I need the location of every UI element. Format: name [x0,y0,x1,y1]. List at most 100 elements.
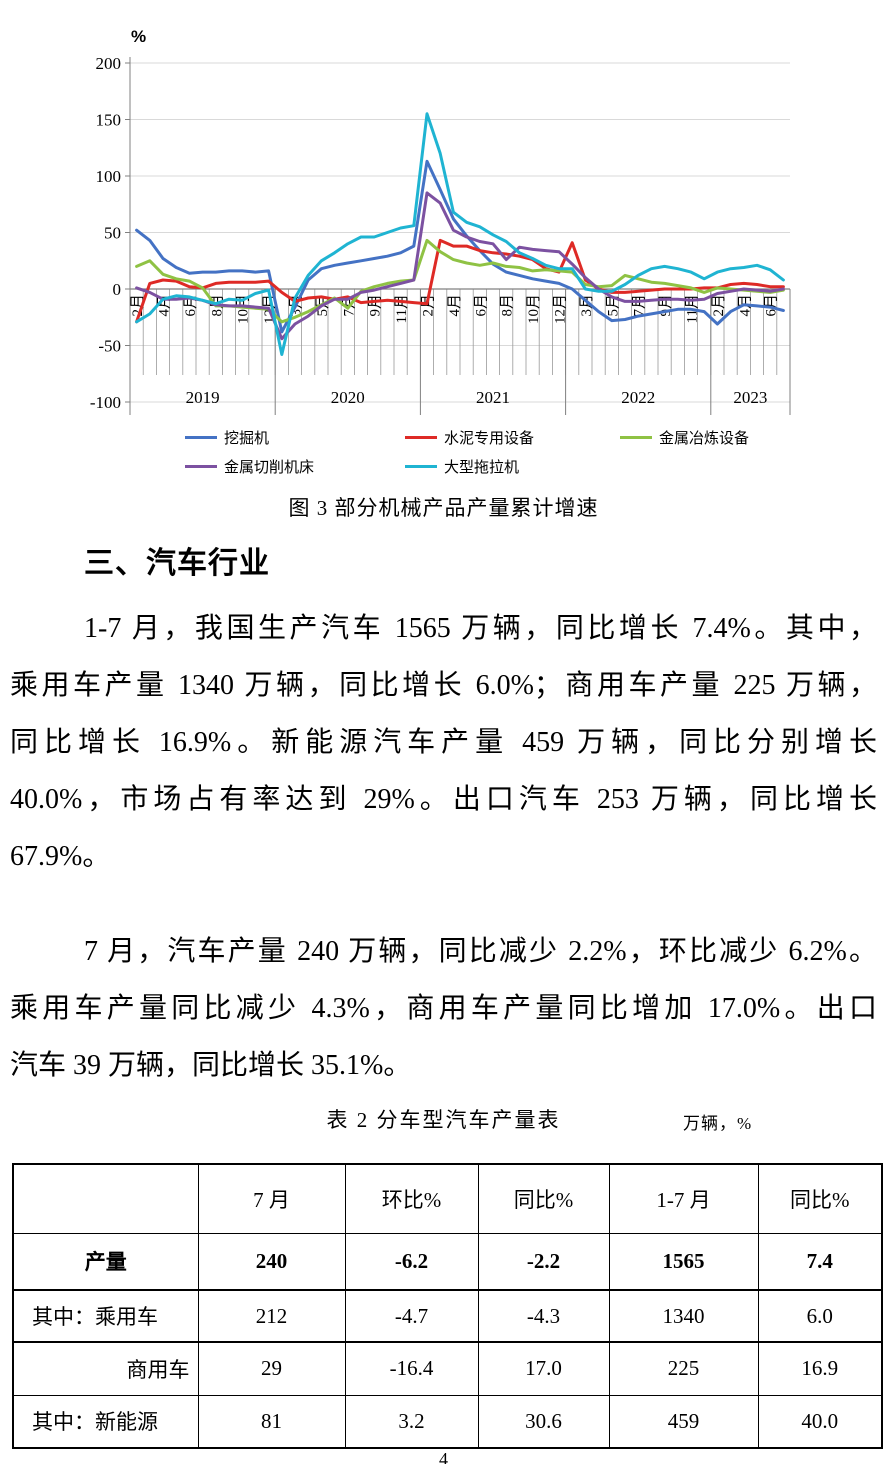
table-cell: 6.0 [757,1289,883,1343]
y-axis-tick-label: -50 [98,337,121,356]
legend-swatch [405,436,437,439]
x-axis-month-label: 7月 [632,294,648,317]
table-caption: 表 2 分车型汽车产量表 [326,1108,561,1132]
column-header: 同比% [477,1163,610,1234]
y-axis-tick-label: 150 [96,111,122,130]
x-axis-month-label: 12月 [553,294,569,324]
figure-chart: 2019 2020 2021 2022 2023 200 150 100 50 0 -50 -100 2… [0,0,887,488]
x-axis-month-label: 2月 [421,294,437,317]
x-axis-month-label: 10月 [526,294,542,324]
text-line: 同比增长 16.9%。新能源汽车产量 459 万辆，同比分别增长 [10,727,877,758]
x-axis-year-label: 2020 [331,388,365,407]
x-axis-month-label: 6月 [764,294,780,317]
paragraph: 7 月，汽车产量 240 万辆，同比减少 2.2%，环比减少 6.2%。乘用车产… [10,923,877,1094]
legend-item: 水泥专用设备 [405,427,534,448]
legend-label: 水泥专用设备 [444,431,535,447]
x-axis-year-label: 2023 [733,388,767,407]
line-chart: 2019 2020 2021 2022 2023 200 150 100 50 0 -50 -100 2… [90,54,791,415]
figure-caption: 图 3 部分机械产品产量累计增速 [288,496,599,520]
table-cell: 17.0 [477,1341,610,1396]
legend-label: 金属冶炼设备 [659,431,750,447]
legend-swatch [405,465,437,468]
x-axis-month-label: 11月 [394,294,410,323]
x-axis-year-label: 2022 [621,388,655,407]
series-挖掘机 [135,159,785,334]
legend-swatch [620,436,652,439]
table-row: 产量 240 -6.2 -2.2 1565 7.4 [12,1232,883,1291]
table-cell: -16.4 [344,1341,479,1396]
series-大型拖拉机 [135,112,785,356]
text-line: 7 月，汽车产量 240 万辆，同比减少 2.2%，环比减少 6.2%。 [84,936,877,967]
column-header: 1-7 月 [608,1163,759,1234]
legend-item: 大型拖拉机 [405,456,519,477]
x-axis-month-label: 9月 [368,294,384,317]
x-axis-month-label: 2月 [711,294,727,317]
y-axis-unit-label: % [131,27,147,46]
column-header: 7 月 [197,1163,346,1234]
table-cell: -4.3 [477,1289,610,1343]
table-unit-note: 万辆，% [683,1114,753,1133]
text-line: 乘用车产量同比减少 4.3%，商用车产量同比增加 17.0%。出口 [10,993,877,1024]
table-cell: 1340 [608,1289,759,1343]
table-cell: 240 [197,1232,346,1291]
y-axis-tick-label: 100 [96,167,122,186]
production-table: 7 月环比% 同比% 1-7 月同比% 产量 240 -6.2 -2.2 1565 7.4 其中：… [12,1163,883,1449]
table-title-row: 表 2 分车型汽车产量表 万辆，% [0,1104,887,1138]
table-cell: -6.2 [344,1232,479,1291]
table-cell: 40.0 [757,1394,883,1449]
y-axis-tick-label: -100 [90,393,121,412]
x-axis-month-label: 4月 [447,294,463,317]
table-row: 其中：乘用车 212 -4.7 -4.3 1340 6.0 [12,1289,883,1343]
row-label: 其中：乘用车 [12,1289,199,1343]
table-cell: 30.6 [477,1394,610,1449]
y-axis-tick-label: 200 [96,54,122,73]
text-line: 40.0%，市场占有率达到 29%。出口汽车 253 万辆，同比增长 [10,784,877,815]
table-row: 其中：新能源 81 3.2 30.6 459 40.0 [12,1394,883,1449]
series-金属切削机床 [135,191,785,341]
legend-swatch [185,465,217,468]
table-cell: 212 [197,1289,346,1343]
table-cell: 7.4 [757,1232,883,1291]
page-number: 4 [439,1449,448,1464]
table-cell: 1565 [608,1232,759,1291]
table-cell: 29 [197,1341,346,1396]
y-axis-tick-label: 0 [113,280,122,299]
column-header [12,1163,199,1234]
table-cell: 3.2 [344,1394,479,1449]
legend-item: 金属冶炼设备 [620,427,749,448]
section-heading: 三、汽车行业 [84,547,270,580]
column-header: 环比% [344,1163,479,1234]
paragraph: 1-7 月，我国生产汽车 1565 万辆，同比增长 7.4%。其中， 乘用车产量 … [10,600,877,885]
x-axis-month-label: 8月 [500,294,516,317]
x-axis-month-label: 6月 [473,294,489,317]
legend-item: 挖掘机 [185,427,269,448]
x-axis-year-label: 2019 [186,388,220,407]
row-label: 商用车 [12,1341,199,1396]
text-line: 67.9%。 [10,841,111,872]
column-header: 同比% [757,1163,883,1234]
legend-label: 金属切削机床 [224,460,315,476]
text-line: 乘用车产量 1340 万辆，同比增长 6.0%；商用车产量 225 万辆， [10,670,877,701]
legend-item: 金属切削机床 [185,456,314,477]
table-cell: -2.2 [477,1232,610,1291]
text-line: 1-7 月，我国生产汽车 1565 万辆，同比增长 7.4%。其中， [84,613,877,644]
table-header-row: 7 月环比% 同比% 1-7 月同比% [12,1163,883,1234]
body-paragraphs: 1-7 月，我国生产汽车 1565 万辆，同比增长 7.4%。其中， 乘用车产量 … [10,600,877,1132]
table-cell: -4.7 [344,1289,479,1343]
table-cell: 459 [608,1394,759,1449]
text-line: 汽车 39 万辆，同比增长 35.1%。 [10,1050,412,1081]
row-label: 产量 [12,1232,199,1291]
series-水泥专用设备 [135,238,785,324]
legend-label: 大型拖拉机 [444,460,520,476]
table-row: 商用车 29 -16.4 17.0 225 16.9 [12,1341,883,1396]
table-cell: 81 [197,1394,346,1449]
legend-label: 挖掘机 [224,431,270,447]
table-cell: 225 [608,1341,759,1396]
x-axis-year-label: 2021 [476,388,510,407]
y-axis-tick-label: 50 [104,224,121,243]
x-axis-month-label: 2月 [130,294,146,317]
row-label: 其中：新能源 [12,1394,199,1449]
table-cell: 16.9 [757,1341,883,1396]
legend-swatch [185,436,217,439]
